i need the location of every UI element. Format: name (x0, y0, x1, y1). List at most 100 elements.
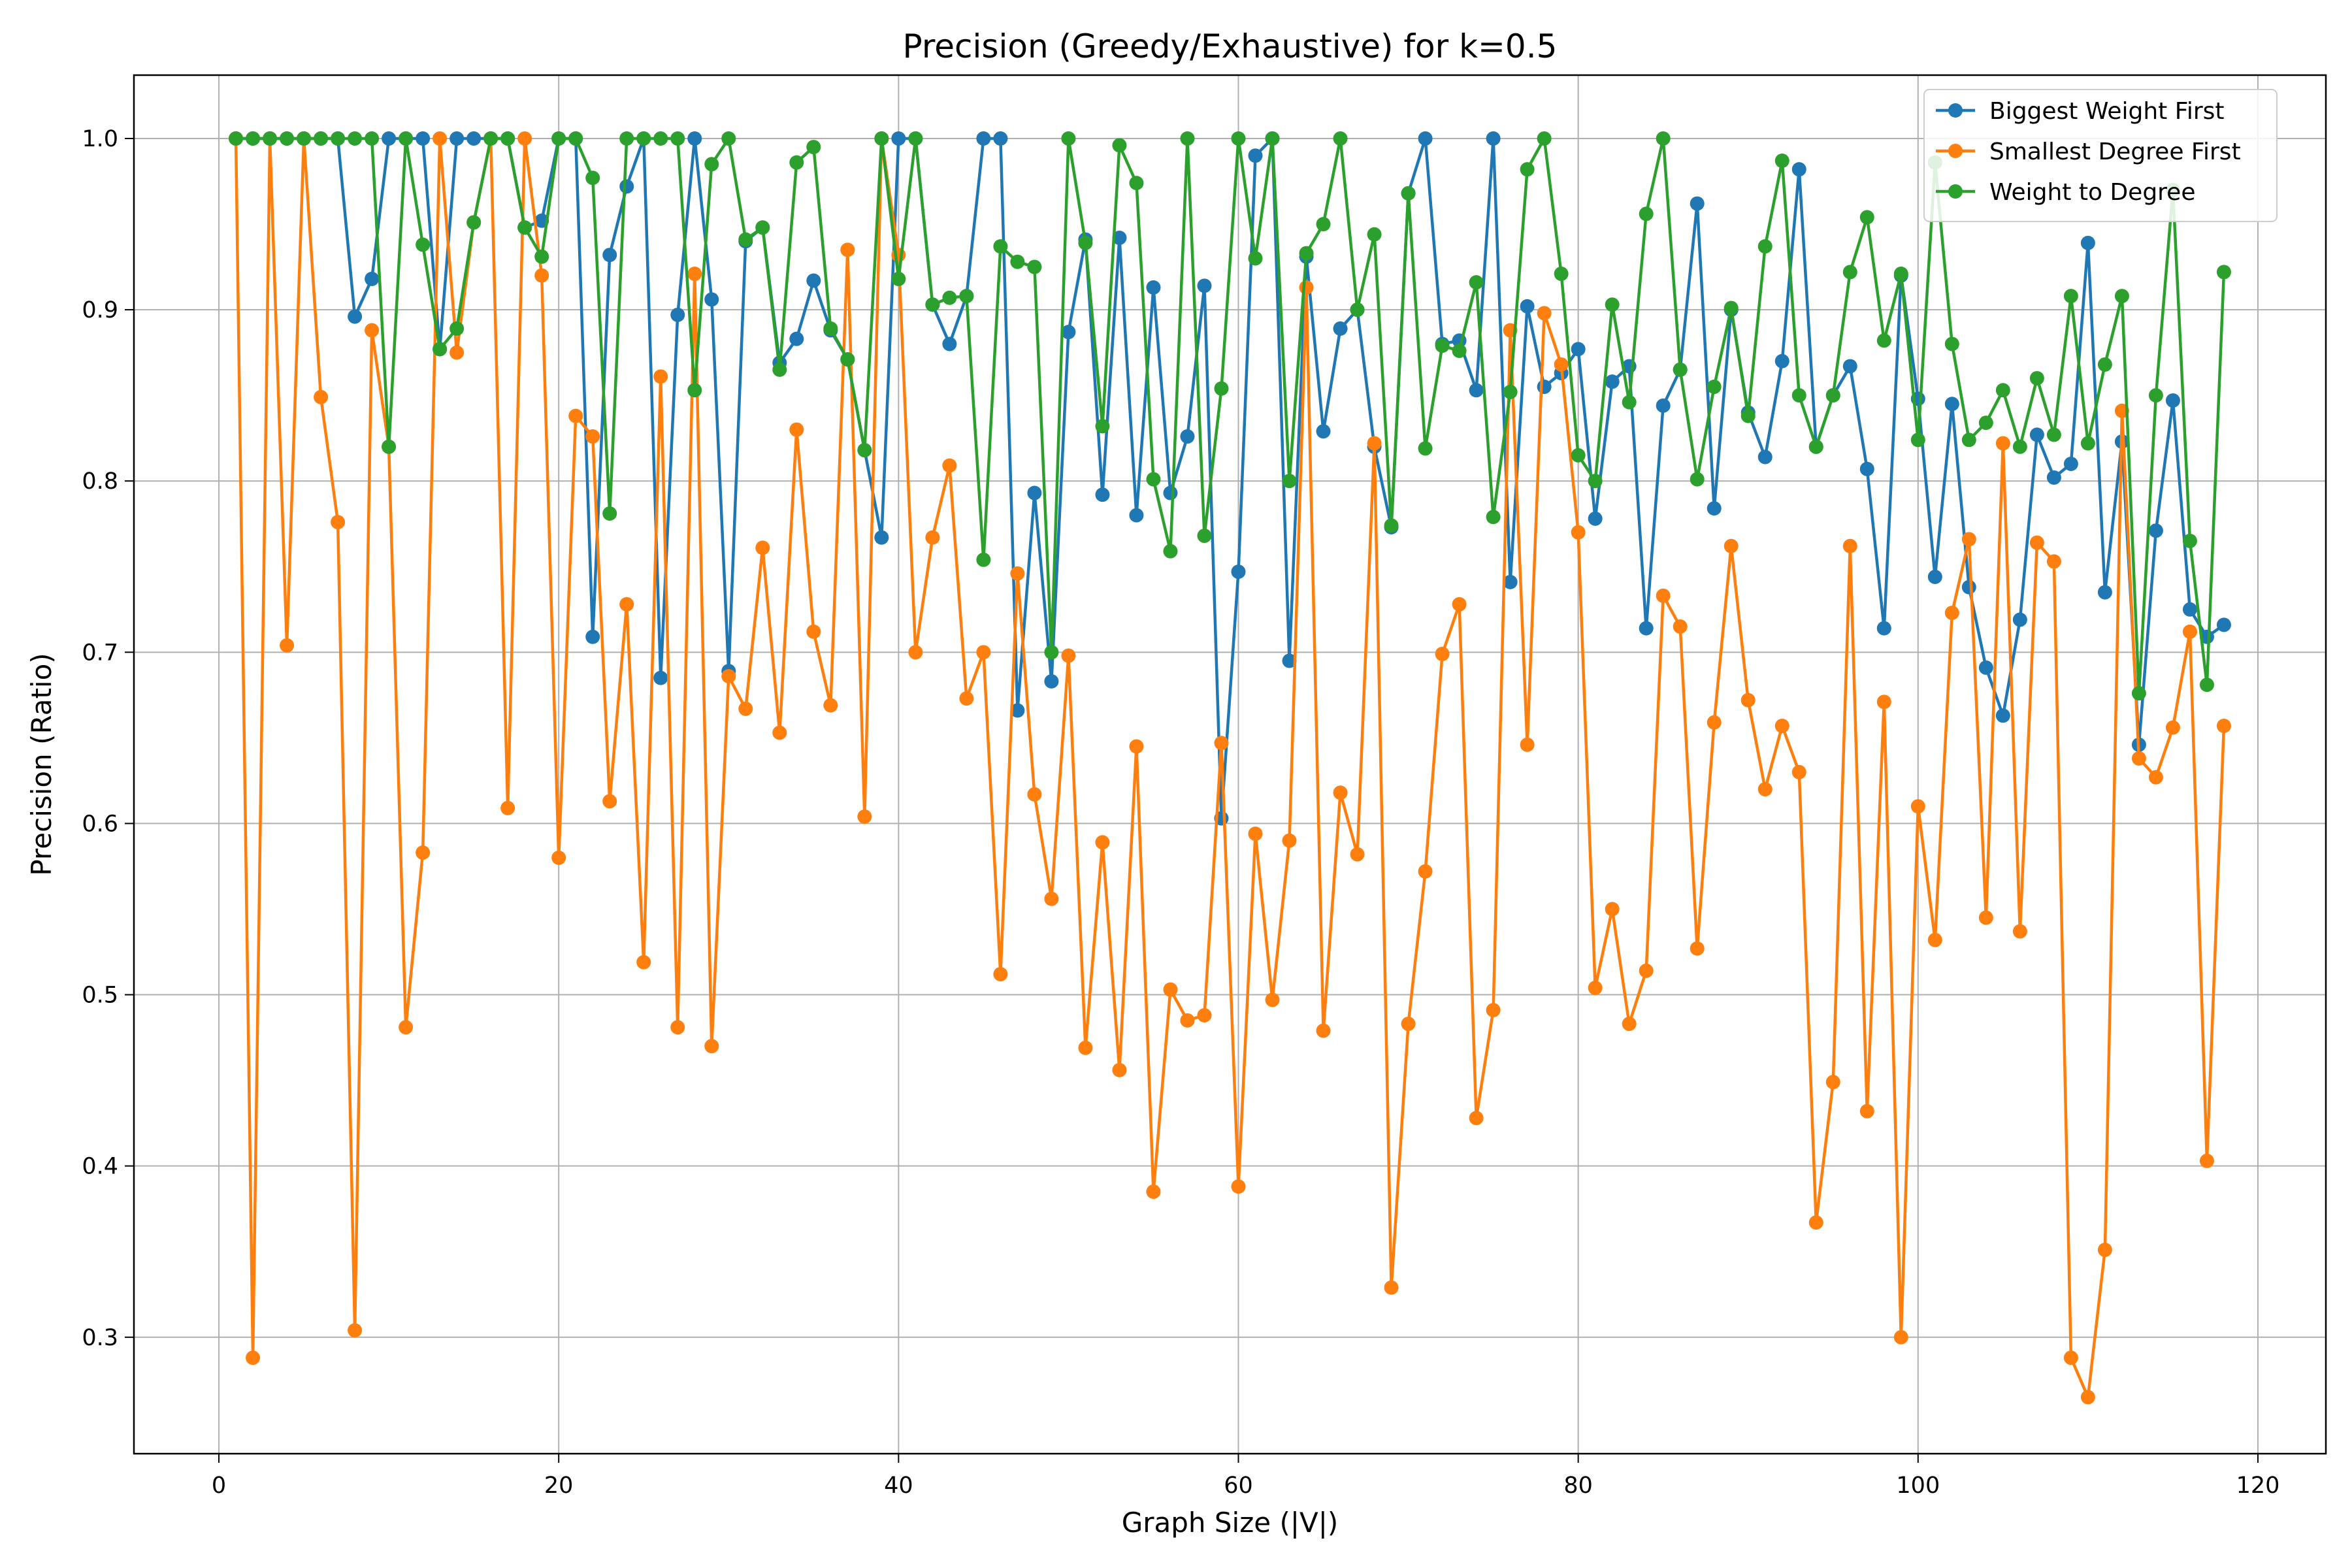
data-point (1180, 429, 1195, 444)
series-line (236, 137, 2226, 695)
series-3 (229, 131, 2231, 701)
data-point (1554, 357, 1569, 372)
data-point (585, 171, 600, 186)
data-point (1690, 472, 1705, 487)
data-point (1961, 580, 1976, 595)
data-point (1537, 380, 1552, 395)
data-point (1282, 474, 1297, 489)
data-point (636, 955, 651, 970)
data-point (687, 267, 702, 282)
data-point (1027, 485, 1042, 500)
data-point (1673, 619, 1688, 634)
data-point (1774, 719, 1789, 734)
data-point (993, 239, 1008, 254)
data-point (246, 1350, 261, 1365)
data-point (483, 131, 498, 146)
data-point (670, 1020, 685, 1035)
data-point (1673, 362, 1688, 377)
data-point (619, 131, 634, 146)
data-point (908, 645, 923, 660)
data-point (2029, 535, 2044, 550)
data-point (1384, 1280, 1399, 1295)
data-point (449, 131, 465, 146)
data-point (772, 725, 787, 740)
data-point (1231, 1179, 1246, 1194)
data-point (942, 458, 957, 473)
data-point (2165, 393, 2180, 408)
data-point (585, 429, 600, 444)
data-point (1656, 588, 1671, 603)
data-point (1180, 131, 1195, 146)
data-point (517, 131, 532, 146)
data-point (1757, 782, 1772, 797)
data-point (2080, 1390, 2095, 1405)
data-point (1842, 265, 1857, 280)
data-point (1757, 239, 1772, 254)
data-point (1690, 941, 1705, 956)
y-tick-label: 0.6 (82, 811, 118, 837)
data-point (1825, 1075, 1840, 1090)
data-point (1180, 1013, 1195, 1028)
data-point (1146, 280, 1161, 295)
data-point (925, 530, 940, 545)
y-axis-label: Precision (Ratio) (25, 653, 57, 875)
data-point (1333, 785, 1348, 800)
data-point (2199, 1153, 2214, 1168)
data-point (2080, 235, 2095, 250)
data-point (2097, 585, 2112, 600)
data-point (399, 131, 414, 146)
data-point (1333, 321, 1348, 336)
data-point (1978, 910, 1993, 925)
data-point (1554, 267, 1569, 282)
data-point (365, 131, 380, 146)
data-point (806, 273, 821, 288)
data-point (1197, 529, 1212, 544)
data-point (2029, 370, 2044, 385)
data-point (2216, 719, 2231, 734)
data-point (229, 131, 244, 146)
data-point (1316, 424, 1331, 439)
data-point (1571, 342, 1586, 357)
data-point (874, 131, 889, 146)
data-point (1639, 206, 1654, 221)
data-point (619, 596, 634, 612)
data-point (382, 131, 397, 146)
data-point (2063, 289, 2078, 304)
data-point (1605, 902, 1620, 917)
data-point (602, 248, 617, 263)
data-point (976, 645, 991, 660)
data-point (670, 307, 685, 322)
data-point (1197, 278, 1212, 293)
data-point (1265, 131, 1280, 146)
data-point (1299, 280, 1314, 295)
data-point (1061, 325, 1076, 340)
data-point (1588, 511, 1603, 526)
data-point (2199, 678, 2214, 693)
data-point (1044, 891, 1059, 906)
data-point (1486, 510, 1501, 525)
data-point (2012, 439, 2027, 454)
data-point (1061, 648, 1076, 663)
data-point (2131, 686, 2146, 701)
data-point (653, 131, 668, 146)
data-point (1995, 436, 2010, 451)
data-point (449, 321, 465, 336)
data-point (1893, 1330, 1908, 1345)
data-point (1112, 138, 1127, 153)
data-point (2063, 456, 2078, 471)
data-point (466, 215, 482, 230)
data-point (1622, 1017, 1637, 1032)
data-point (517, 220, 532, 235)
data-point (1639, 963, 1654, 978)
data-point (993, 131, 1008, 146)
data-point (348, 131, 363, 146)
data-point (1978, 416, 1993, 431)
data-point (976, 552, 991, 567)
data-point (806, 624, 821, 639)
data-point (1112, 231, 1127, 246)
data-point (399, 1020, 414, 1035)
x-tick-label: 20 (544, 1473, 574, 1499)
data-point (1435, 646, 1450, 661)
data-point (1452, 596, 1467, 612)
